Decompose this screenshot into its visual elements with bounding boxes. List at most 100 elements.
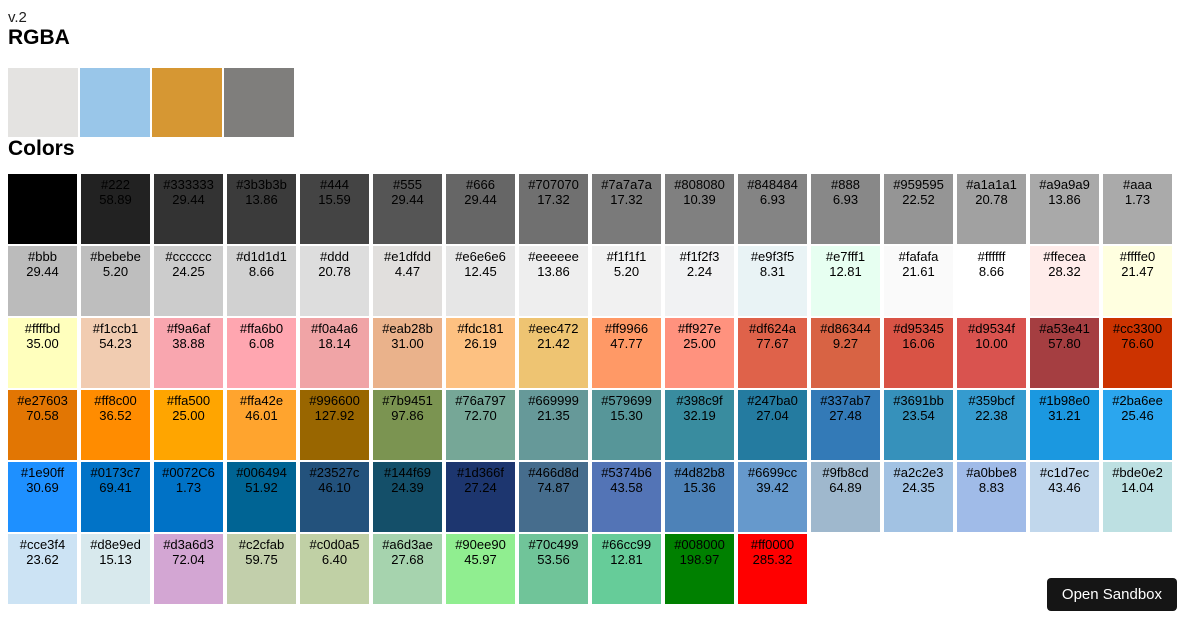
- color-grid-row: #cce3f4 23.62 #d8e9ed 15.13 #d3a6d3 72.04 #c2c…: [8, 534, 1192, 604]
- color-cell-hex: #7b9451: [382, 393, 433, 408]
- color-cell-value: 57.80: [1048, 336, 1081, 351]
- color-cell-hex: #d1d1d1: [236, 249, 287, 264]
- color-cell: #444 15.59: [300, 174, 369, 244]
- color-cell-value: 32.19: [683, 408, 716, 423]
- color-cell-hex: #359bcf: [968, 393, 1015, 408]
- color-cell-value: 285.32: [752, 552, 793, 567]
- color-cell-value: 27.68: [391, 552, 424, 567]
- color-cell: #e27603 70.58: [8, 390, 77, 460]
- color-cell: #e9f3f5 8.31: [738, 246, 807, 316]
- color-cell-hex: #f0a4a6: [311, 321, 358, 336]
- color-cell-value: 31.00: [391, 336, 424, 351]
- color-cell: #d3a6d3 72.04: [154, 534, 223, 604]
- color-cell-value: 22.38: [975, 408, 1008, 423]
- color-cell-value: 45.97: [464, 552, 497, 567]
- color-cell-value: 8.83: [978, 480, 1005, 495]
- color-cell: #a9a9a9 13.86: [1030, 174, 1099, 244]
- color-cell: #ffffff 8.66: [957, 246, 1026, 316]
- color-cell: #f9a6af 38.88: [154, 318, 223, 388]
- color-cell: #ffffe0 21.47: [1103, 246, 1172, 316]
- color-cell: #888 6.93: [811, 174, 880, 244]
- color-cell-hex: #6699cc: [747, 465, 798, 480]
- color-cell: #398c9f 32.19: [665, 390, 734, 460]
- color-cell-hex: #ffffff: [977, 249, 1006, 264]
- open-sandbox-button[interactable]: Open Sandbox: [1046, 578, 1177, 611]
- color-cell: #0072C6 1.73: [154, 462, 223, 532]
- color-cell: #ffa42e 46.01: [227, 390, 296, 460]
- color-cell-hex: #1b98e0: [1039, 393, 1090, 408]
- color-cell: #e7fff1 12.81: [811, 246, 880, 316]
- color-cell: #a6d3ae 27.68: [373, 534, 442, 604]
- color-cell-value: 30.69: [26, 480, 59, 495]
- color-cell: #ffa500 25.00: [154, 390, 223, 460]
- color-cell-hex: #398c9f: [676, 393, 723, 408]
- color-cell-value: 1.73: [175, 480, 202, 495]
- color-cell-value: 69.41: [99, 480, 132, 495]
- color-cell-hex: #7a7a7a: [601, 177, 652, 192]
- color-cell: #ffffbd 35.00: [8, 318, 77, 388]
- color-cell-hex: #eec472: [528, 321, 579, 336]
- color-cell-value: 18.14: [318, 336, 351, 351]
- color-cell-value: 36.52: [99, 408, 132, 423]
- color-cell-value: 54.23: [99, 336, 132, 351]
- color-cell-hex: #006494: [236, 465, 287, 480]
- page-content: v.2 RGBA Colors #222 58.89 #333333 29.44 #3b…: [8, 9, 1192, 604]
- color-cell: #eec472 21.42: [519, 318, 588, 388]
- color-cell: #d9534f 10.00: [957, 318, 1026, 388]
- color-cell-hex: #90ee90: [455, 537, 506, 552]
- color-cell-value: 70.58: [26, 408, 59, 423]
- color-cell-hex: #f1ccb1: [92, 321, 139, 336]
- color-cell-hex: #aaa: [1123, 177, 1152, 192]
- color-cell-hex: #70c499: [528, 537, 579, 552]
- rgba-swatch: [80, 68, 150, 137]
- color-cell-hex: #337ab7: [820, 393, 871, 408]
- color-cell: #0173c7 69.41: [81, 462, 150, 532]
- color-cell: #1e90ff 30.69: [8, 462, 77, 532]
- color-cell-value: 6.93: [759, 192, 786, 207]
- color-cell-value: 8.66: [248, 264, 275, 279]
- color-cell-value: 46.01: [245, 408, 278, 423]
- color-cell-value: 20.78: [975, 192, 1008, 207]
- color-cell-hex: #ffa500: [166, 393, 211, 408]
- colors-heading: Colors: [8, 137, 75, 160]
- color-cell-value: 25.46: [1121, 408, 1154, 423]
- color-cell-hex: #fafafa: [898, 249, 939, 264]
- color-cell-hex: #cc3300: [1112, 321, 1163, 336]
- color-cell-hex: #4d82b8: [674, 465, 725, 480]
- color-cell: #1d366f 27.24: [446, 462, 515, 532]
- color-cell-value: 13.86: [537, 264, 570, 279]
- color-cell-value: 51.92: [245, 480, 278, 495]
- rgba-swatch-row: [8, 68, 1192, 137]
- color-cell-hex: #996600: [309, 393, 360, 408]
- color-cell-hex: #76a797: [455, 393, 506, 408]
- color-cell-value: 198.97: [679, 552, 720, 567]
- color-cell-value: 20.78: [318, 264, 351, 279]
- color-cell-hex: #5374b6: [601, 465, 652, 480]
- color-cell-hex: #eab28b: [382, 321, 433, 336]
- color-cell-value: 21.47: [1121, 264, 1154, 279]
- color-cell-hex: #a2c2e3: [893, 465, 944, 480]
- color-cell-hex: #707070: [528, 177, 579, 192]
- color-cell: #666 29.44: [446, 174, 515, 244]
- color-cell-hex: #ffffbd: [24, 321, 61, 336]
- color-cell-value: 64.89: [829, 480, 862, 495]
- color-cell-value: 1.73: [1124, 192, 1151, 207]
- color-cell: #cce3f4 23.62: [8, 534, 77, 604]
- color-cell: #ffa6b0 6.08: [227, 318, 296, 388]
- color-cell-value: 12.81: [829, 264, 862, 279]
- color-cell: #23527c 46.10: [300, 462, 369, 532]
- color-cell: #006494 51.92: [227, 462, 296, 532]
- color-cell-value: 2.24: [686, 264, 713, 279]
- color-cell-hex: #a1a1a1: [966, 177, 1017, 192]
- color-cell-hex: #579699: [601, 393, 652, 408]
- color-cell: #fafafa 21.61: [884, 246, 953, 316]
- color-grid-row: #e27603 70.58 #ff8c00 36.52 #ffa500 25.00 #ffa…: [8, 390, 1192, 460]
- color-cell-hex: #144f69: [384, 465, 431, 480]
- color-cell-hex: #23527c: [309, 465, 360, 480]
- color-cell: #247ba0 27.04: [738, 390, 807, 460]
- color-cell-value: 29.44: [464, 192, 497, 207]
- color-cell-hex: #848484: [747, 177, 798, 192]
- color-cell-value: 43.58: [610, 480, 643, 495]
- color-cell-value: 53.56: [537, 552, 570, 567]
- color-cell-value: 15.59: [318, 192, 351, 207]
